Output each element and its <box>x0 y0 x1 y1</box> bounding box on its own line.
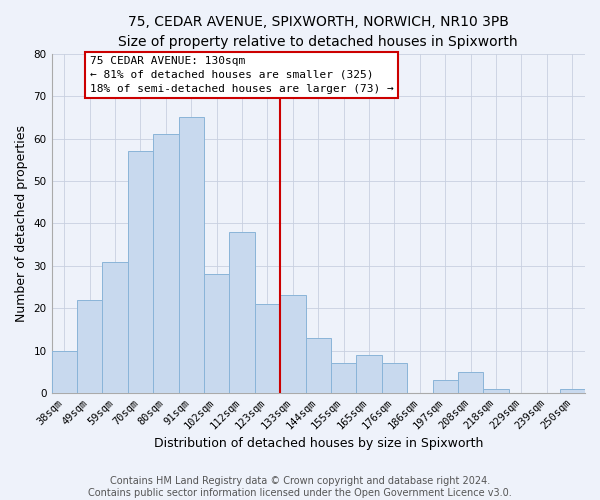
Bar <box>77 300 103 393</box>
Bar <box>255 304 280 393</box>
Bar <box>382 364 407 393</box>
Title: 75, CEDAR AVENUE, SPIXWORTH, NORWICH, NR10 3PB
Size of property relative to deta: 75, CEDAR AVENUE, SPIXWORTH, NORWICH, NR… <box>118 15 518 48</box>
Bar <box>103 262 128 393</box>
Bar <box>179 118 204 393</box>
Bar <box>433 380 458 393</box>
Text: Contains HM Land Registry data © Crown copyright and database right 2024.
Contai: Contains HM Land Registry data © Crown c… <box>88 476 512 498</box>
X-axis label: Distribution of detached houses by size in Spixworth: Distribution of detached houses by size … <box>154 437 483 450</box>
Bar <box>153 134 179 393</box>
Bar <box>280 296 305 393</box>
Bar <box>560 389 585 393</box>
Text: 75 CEDAR AVENUE: 130sqm
← 81% of detached houses are smaller (325)
18% of semi-d: 75 CEDAR AVENUE: 130sqm ← 81% of detache… <box>89 56 394 94</box>
Y-axis label: Number of detached properties: Number of detached properties <box>15 125 28 322</box>
Bar <box>305 338 331 393</box>
Bar <box>356 355 382 393</box>
Bar <box>128 152 153 393</box>
Bar <box>331 364 356 393</box>
Bar <box>52 350 77 393</box>
Bar <box>458 372 484 393</box>
Bar <box>229 232 255 393</box>
Bar <box>204 274 229 393</box>
Bar <box>484 389 509 393</box>
